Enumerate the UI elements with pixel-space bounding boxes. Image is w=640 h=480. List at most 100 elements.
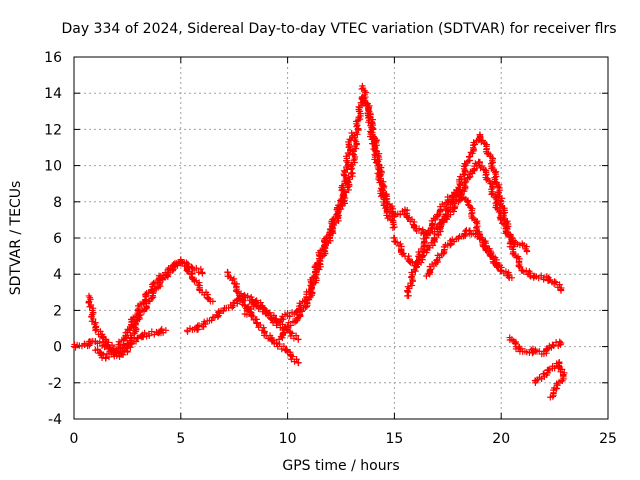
data-trace-segment: [467, 204, 483, 236]
data-trace-segment: [263, 308, 280, 323]
data-point: [177, 260, 184, 267]
series-track: [92, 259, 206, 362]
data-trace-segment: [435, 207, 450, 239]
data-marks: [70, 82, 568, 401]
series-track: [241, 129, 356, 326]
data-trace-segment: [446, 235, 462, 249]
data-trace-segment: [286, 328, 302, 343]
data-trace-segment: [444, 186, 460, 203]
y-tick-label: 6: [53, 231, 62, 247]
data-trace-segment: [476, 131, 494, 159]
data-trace-segment: [390, 234, 407, 258]
y-tick-label: 4: [53, 267, 62, 283]
data-trace-segment: [404, 252, 418, 270]
data-trace-segment: [422, 212, 442, 241]
y-tick-label: 8: [53, 195, 62, 211]
data-trace-segment: [296, 296, 311, 320]
chart-title: Day 334 of 2024, Sidereal Day-to-day VTE…: [61, 21, 616, 37]
data-trace-segment: [403, 206, 418, 231]
data-trace-segment: [232, 280, 247, 308]
x-tick-label: 0: [70, 431, 79, 447]
data-trace-segment: [466, 227, 484, 243]
x-axis-label: GPS time / hours: [282, 458, 399, 474]
data-trace-segment: [201, 289, 214, 305]
series-track: [506, 334, 565, 358]
data-trace-segment: [369, 125, 388, 194]
y-tick-label: 0: [53, 340, 62, 356]
data-trace-segment: [283, 315, 301, 331]
data-trace-segment: [520, 267, 534, 280]
data-trace-segment: [526, 345, 537, 357]
x-tick-label: 15: [385, 431, 403, 447]
axis-ticks: 0 5 10 15 20 25 -4 -2 0 2 4 6 8 10 12 14 16: [44, 50, 617, 447]
data-trace-segment: [273, 339, 291, 355]
data-trace-segment: [542, 342, 555, 357]
data-trace-segment: [188, 263, 206, 277]
data-trace-segment: [157, 325, 167, 337]
data-trace-segment: [286, 349, 302, 366]
data-trace-segment: [264, 332, 278, 348]
data-trace-segment: [134, 289, 150, 315]
data-trace-segment: [102, 348, 120, 362]
data-trace-segment: [486, 252, 504, 275]
data-trace-segment: [509, 243, 525, 274]
data-trace-segment: [253, 316, 268, 339]
data-trace-segment: [328, 206, 343, 237]
data-trace-segment: [243, 298, 260, 318]
data-trace-segment: [184, 322, 203, 335]
series-track: [423, 226, 505, 280]
data-trace-segment: [155, 264, 172, 280]
data-trace-segment: [336, 170, 356, 211]
y-tick-label: 12: [44, 122, 62, 138]
data-trace-segment: [137, 329, 150, 341]
data-trace-segment: [543, 366, 553, 379]
data-point: [549, 341, 556, 348]
series-track: [275, 93, 398, 343]
series-track: [390, 131, 565, 294]
data-trace-segment: [347, 118, 362, 177]
x-tick-label: 5: [176, 431, 185, 447]
x-tick-label: 20: [492, 431, 510, 447]
data-trace-segment: [516, 343, 529, 355]
data-trace-segment: [115, 329, 130, 352]
data-trace-segment: [467, 158, 482, 177]
data-trace-segment: [476, 159, 495, 187]
data-trace-segment: [456, 188, 472, 209]
data-trace-segment: [276, 311, 289, 326]
data-trace-segment: [456, 226, 470, 240]
data-trace-segment: [179, 259, 193, 271]
data-trace-segment: [530, 272, 547, 283]
data-trace-segment: [219, 299, 237, 315]
data-trace-segment: [487, 154, 506, 204]
data-trace-segment: [506, 336, 520, 353]
data-trace-segment: [124, 306, 142, 334]
x-tick-label: 25: [599, 431, 617, 447]
data-trace-segment: [550, 279, 565, 293]
data-trace-segment: [316, 232, 334, 268]
data-trace-segment: [520, 242, 531, 255]
series-track: [531, 358, 568, 401]
x-tick-label: 10: [279, 431, 297, 447]
data-trace-segment: [382, 204, 397, 231]
data-trace-segment: [436, 198, 452, 218]
data-trace-segment: [123, 317, 141, 355]
data-trace-segment: [85, 294, 100, 332]
data-trace-segment: [425, 258, 441, 278]
y-tick-label: 2: [53, 303, 62, 319]
data-trace-segment: [94, 346, 107, 361]
data-trace-segment: [456, 153, 474, 189]
y-axis-label: SDTVAR / TECUs: [8, 181, 24, 296]
y-tick-label: -2: [48, 376, 62, 392]
data-trace-segment: [423, 230, 438, 254]
y-tick-label: 10: [44, 159, 62, 175]
data-trace-segment: [496, 200, 515, 250]
y-tick-label: 14: [44, 86, 62, 102]
data-trace-segment: [404, 263, 421, 299]
data-trace-segment: [553, 373, 567, 393]
data-trace-segment: [413, 235, 428, 268]
data-trace-segment: [550, 338, 564, 350]
data-trace-segment: [188, 270, 203, 294]
data-trace-segment: [543, 273, 556, 286]
data-trace-segment: [358, 84, 377, 131]
